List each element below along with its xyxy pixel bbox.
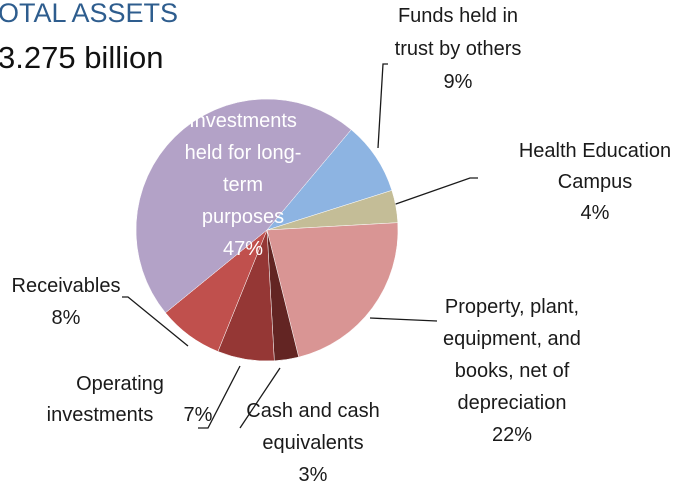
value-label: 9%: [444, 71, 473, 93]
value-label: 22%: [492, 424, 532, 446]
label-line: Investments: [189, 110, 297, 132]
label-line: Receivables: [12, 275, 121, 297]
label-line: equivalents: [262, 432, 363, 454]
slices: [135, 98, 399, 362]
label-line: Cash and cash: [246, 400, 379, 422]
label-line: Funds held in: [398, 5, 518, 27]
label-line: Operating: [76, 373, 164, 395]
slice-label: Health Education Campus: [519, 140, 671, 193]
value-label: 8%: [52, 307, 81, 329]
label-line: investments: [47, 404, 154, 426]
label-line: Health Education: [519, 140, 671, 162]
slice-label: Property, plant, equipment, and books, net…: [443, 296, 581, 414]
label-line: Campus: [558, 171, 632, 193]
label-line: depreciation: [458, 392, 567, 414]
value-label: 47%: [223, 238, 263, 260]
value-label: 4%: [581, 202, 610, 224]
label-line: purposes: [202, 206, 284, 228]
label-line: Property, plant,: [445, 296, 579, 318]
value-label: 7%: [184, 404, 213, 426]
value-label: 3%: [299, 464, 328, 486]
chart-title: OTAL ASSETS: [0, 0, 178, 28]
slice-label: Operating investments: [47, 373, 164, 426]
chart-subtitle: 3.275 billion: [0, 40, 163, 75]
slice-label: Investments held for long-term purposes: [185, 110, 302, 228]
label-line: equipment, and: [443, 328, 581, 350]
slice-label: Cash and cash equivalents: [246, 400, 379, 454]
label-line: held for long-: [185, 142, 302, 164]
slice-label: Funds held in trust by others: [395, 5, 522, 60]
label-line: trust by others: [395, 38, 522, 60]
label-line: books, net of: [455, 360, 570, 382]
pie-slice: [135, 98, 352, 314]
pie-slice: [266, 222, 399, 358]
leaders: [122, 63, 478, 429]
slice-label: Receivables: [12, 275, 121, 297]
label-line: term: [223, 174, 263, 196]
